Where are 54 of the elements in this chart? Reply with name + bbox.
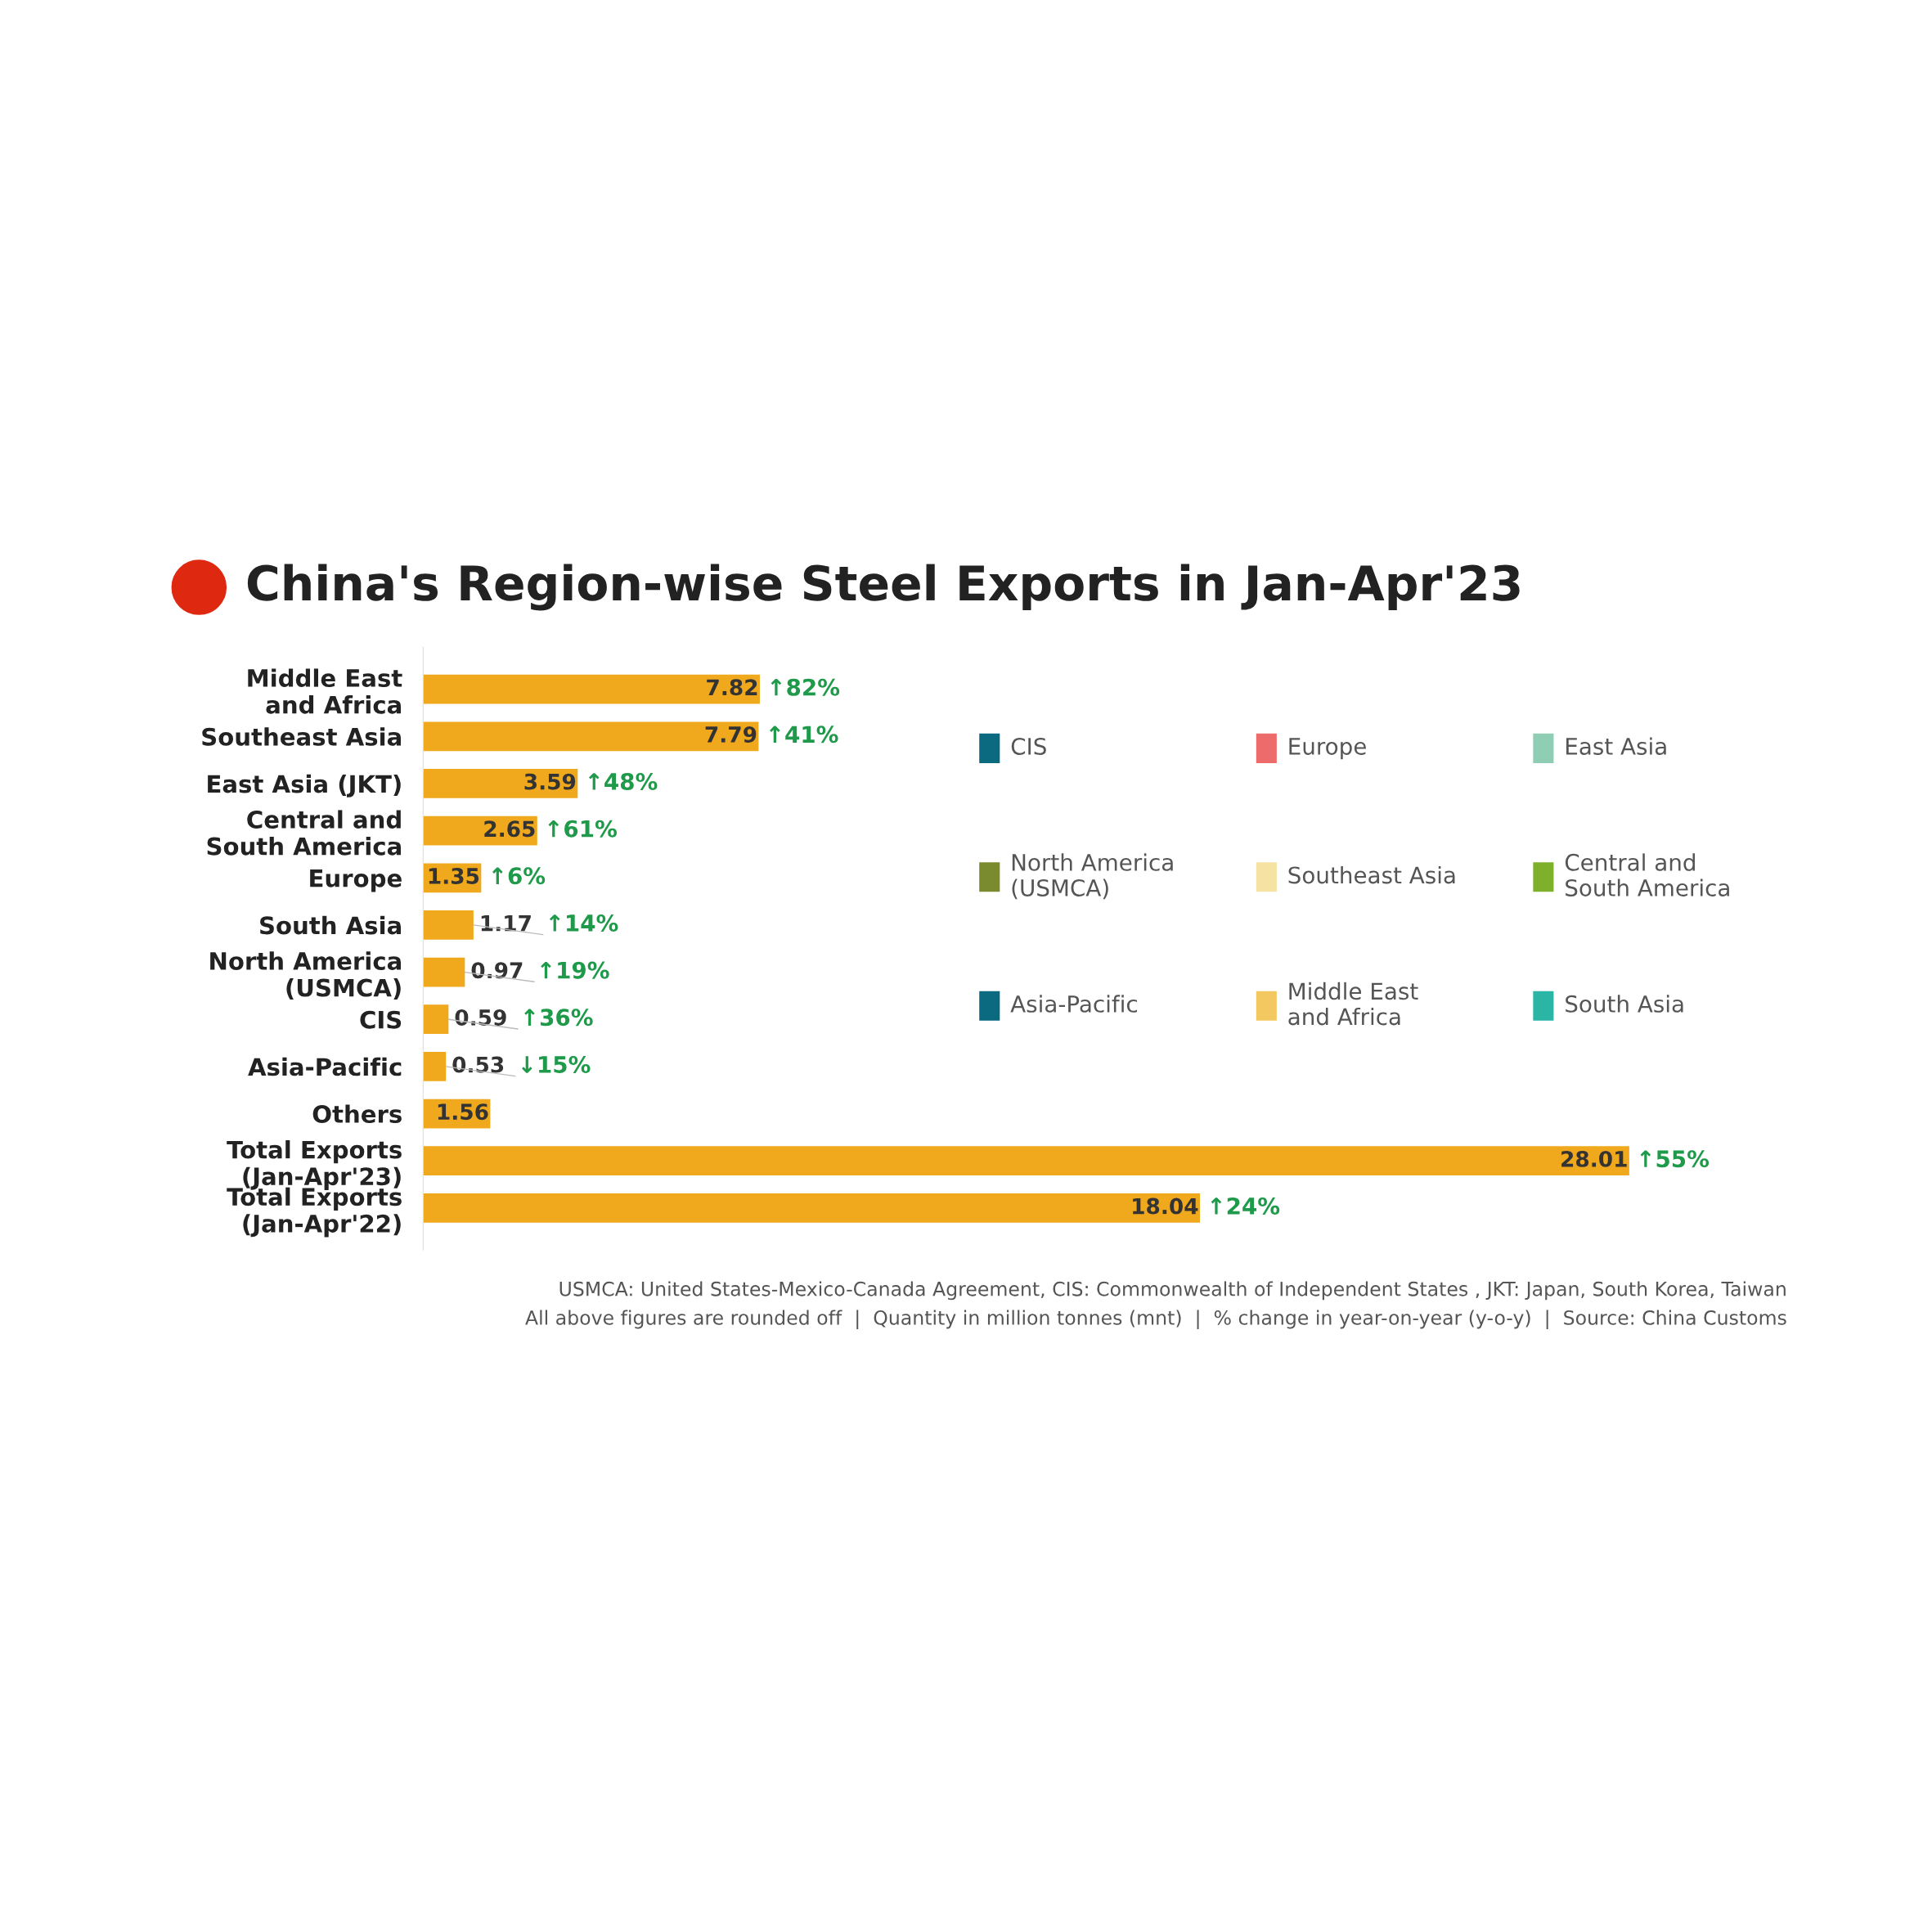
bar [423,1052,447,1081]
y-tick-label: CIS [360,1010,402,1029]
annotation: ↑41% [770,726,838,744]
annotation: ↑82% [771,678,840,696]
bar [423,769,578,798]
category-label: North America (USMCA) [1012,853,1173,900]
category-label: Central and South America [1565,853,1729,896]
y-tick-label: Central and South America [207,810,401,856]
data-label: 18.04 [1133,1197,1198,1215]
annotation: ↑6% [492,867,546,885]
annotation: ↑36% [524,1009,593,1027]
annotation: ↑19% [541,961,609,979]
data-label: 2.65 [484,820,535,838]
annotation: ↑61% [548,820,617,838]
bar [423,1146,1629,1176]
data-label: 3.59 [524,773,576,790]
category-label: Middle East and Africa [1288,982,1418,1026]
data-label: 1.35 [429,867,479,884]
text: USMCA: United States-Mexico-Canada Agreement, CIS: Commonwealth of Independent States , JKT: Japan, South Korea, Taiwan [559,1281,1786,1301]
bar [423,721,759,752]
bar [423,910,474,940]
data-label: 1.56 [438,1103,488,1121]
y-tick-label: Middle East and Africa [248,668,402,714]
y-tick-label: Europe [310,869,402,892]
category-label: Asia-Pacific [1010,995,1137,1013]
category-label: CIS [1011,737,1046,755]
data-label: 7.79 [705,726,757,743]
y-tick-label: Southeast Asia [202,727,401,746]
category-label: East Asia [1566,737,1666,755]
annotation: ↑55% [1640,1150,1710,1168]
bar [423,1004,449,1035]
data-label: 0.59 [455,1009,506,1026]
category-label: Europe [1289,738,1366,760]
data-label: 0.97 [471,962,523,979]
bar [423,674,760,704]
chart-title: China's Region-wise Steel Exports in Jan-Apr'23 [247,564,1520,611]
category-label: South Asia [1566,995,1683,1013]
y-tick-label: East Asia (JKT) [208,774,401,798]
bar [423,1193,1200,1223]
data-label: 1.17 [481,914,531,932]
text: All above figures are rounded off | Quantity in million tonnes (mnt) | % change in year-on-year (y-o-y) | Source: China Customs [525,1310,1786,1330]
y-tick-label: South Asia [260,915,401,935]
annotation: ↑24% [1211,1197,1280,1215]
data-label: 0.53 [452,1056,504,1073]
annotation: ↓15% [522,1055,591,1073]
annotation: ↑14% [549,914,618,932]
y-tick-label: North America (USMCA) [210,951,401,1000]
bar [423,957,465,987]
y-tick-label: Others [312,1104,402,1124]
data-label: 7.82 [707,679,757,696]
y-tick-label: Asia-Pacific [248,1057,402,1076]
category-label: Southeast Asia [1288,865,1455,884]
annotation: ↑48% [588,773,658,791]
data-label: 28.01 [1561,1150,1627,1167]
